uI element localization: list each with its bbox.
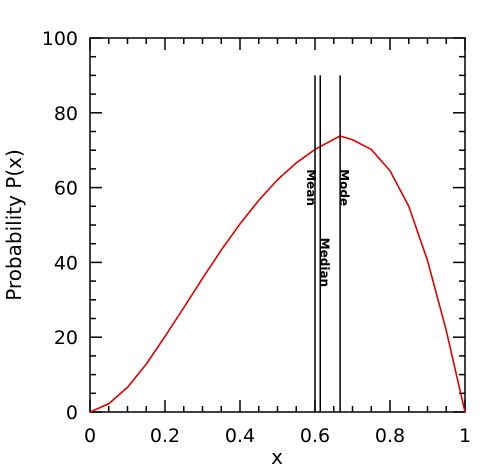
y-tick-label: 80 [54, 103, 78, 125]
markers-group: Mean Median Mode [304, 75, 351, 412]
series-group [89, 135, 466, 413]
x-tick-label: 0.4 [225, 425, 255, 447]
marker-label-mean: Mean [304, 169, 318, 206]
series-line [89, 135, 466, 413]
x-axis-title: x [271, 445, 283, 469]
y-tick-label: 20 [54, 327, 78, 349]
y-tick-label: 0 [66, 402, 78, 424]
x-tick-label: 0 [84, 425, 96, 447]
y-tick-label: 100 [42, 28, 78, 50]
tick-labels: 0 0.2 0.4 0.6 0.8 1 0 20 40 60 80 100 [42, 28, 471, 447]
y-axis-title: Probability P(x) [2, 149, 26, 301]
x-tick-label: 1 [459, 425, 471, 447]
x-tick-label: 0.8 [375, 425, 405, 447]
marker-label-median: Median [317, 238, 331, 287]
y-tick-label: 40 [54, 252, 78, 274]
y-tick-label: 60 [54, 178, 78, 200]
x-tick-label: 0.6 [300, 425, 330, 447]
axis-ticks [89, 37, 466, 413]
marker-label-mode: Mode [337, 169, 351, 206]
x-tick-label: 0.2 [150, 425, 180, 447]
plot-frame [89, 37, 466, 413]
